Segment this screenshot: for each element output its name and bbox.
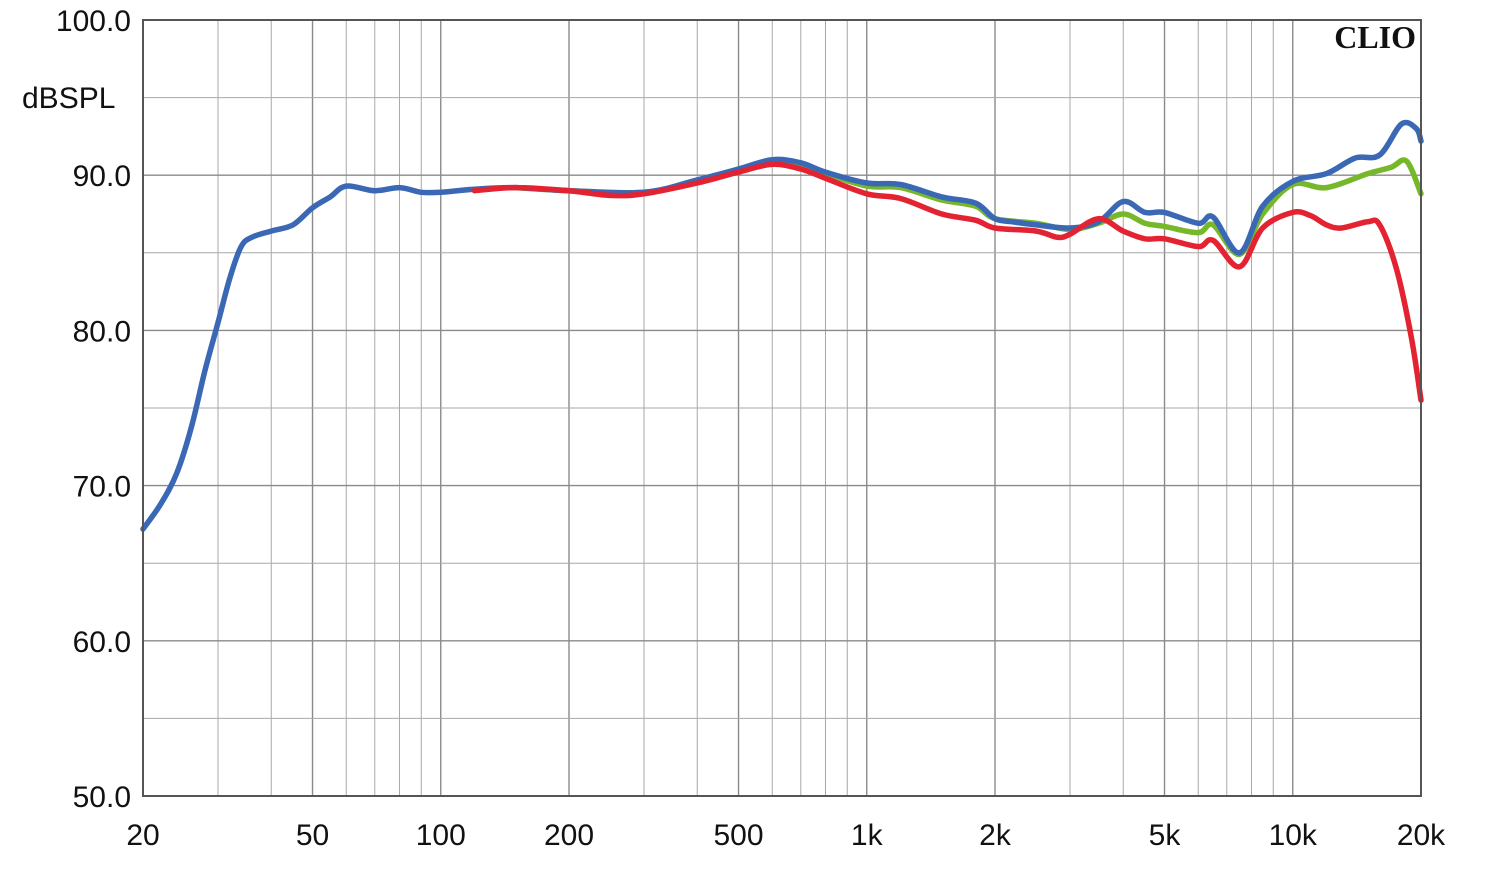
x-tick-label: 10k bbox=[1269, 819, 1318, 852]
x-tick-label: 5k bbox=[1149, 819, 1182, 852]
x-tick-label: 20k bbox=[1397, 819, 1446, 852]
series-group bbox=[140, 119, 1424, 532]
y-tick-label: 100.0 bbox=[56, 5, 131, 38]
plot-frame bbox=[142, 19, 1422, 797]
y-tick-label: 70.0 bbox=[73, 471, 131, 504]
series-line-1 bbox=[513, 157, 1424, 258]
x-axis-ticks: 20 50 100 200 500 1k 2k 5k 10k 20k bbox=[126, 819, 1446, 852]
y-tick-label: 60.0 bbox=[73, 626, 131, 659]
y-tick-label: 90.0 bbox=[73, 160, 131, 193]
series-line-2 bbox=[140, 119, 1424, 532]
y-axis-label: dBSPL bbox=[22, 82, 115, 115]
brand-label: CLIO bbox=[1334, 19, 1416, 55]
y-axis-ticks: 100.0 90.0 80.0 70.0 60.0 50.0 bbox=[56, 5, 131, 814]
x-tick-label: 1k bbox=[851, 819, 884, 852]
x-tick-label: 20 bbox=[126, 819, 159, 852]
grid bbox=[142, 19, 1422, 797]
x-tick-label: 2k bbox=[979, 819, 1012, 852]
x-tick-label: 50 bbox=[296, 819, 329, 852]
x-tick-label: 200 bbox=[544, 819, 594, 852]
x-tick-label: 500 bbox=[713, 819, 763, 852]
x-tick-label: 100 bbox=[416, 819, 466, 852]
y-tick-label: 50.0 bbox=[73, 781, 131, 814]
y-tick-label: 80.0 bbox=[73, 315, 131, 348]
series-line-3 bbox=[471, 161, 1424, 403]
